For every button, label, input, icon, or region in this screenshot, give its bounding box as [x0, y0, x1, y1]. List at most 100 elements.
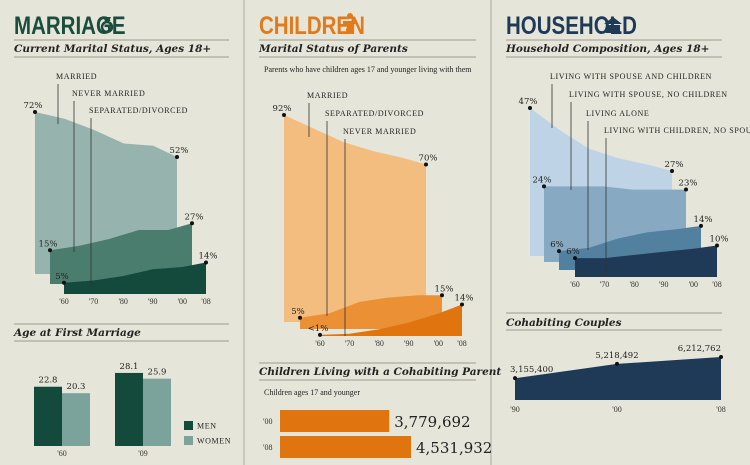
data-point — [298, 315, 302, 320]
bar — [34, 386, 62, 446]
data-point — [699, 223, 703, 228]
legend-swatch — [184, 421, 193, 430]
x-tick-label: '80 — [118, 297, 127, 306]
chart-note: Children ages 17 and younger — [264, 388, 360, 397]
chart-title: Children Living with a Cohabiting Parent — [259, 366, 501, 378]
value-label: 27% — [185, 212, 204, 222]
baby-icon — [343, 13, 357, 34]
bar — [143, 378, 171, 446]
value-label: 47% — [519, 97, 538, 107]
y-tick-label: '08 — [263, 443, 272, 452]
series-label: LIVING WITH SPOUSE AND CHILDREN — [550, 72, 712, 81]
chart-title: Household Composition, Ages 18+ — [505, 43, 709, 55]
x-tick-label: '08 — [201, 297, 210, 306]
chart-note: Parents who have children ages 17 and yo… — [264, 65, 472, 74]
data-point — [62, 280, 66, 285]
series-label: LIVING WITH CHILDREN, NO SPOUSE — [604, 126, 750, 135]
data-point — [48, 248, 52, 253]
value-label: 10% — [710, 235, 729, 245]
area-series — [50, 223, 192, 284]
value-label: 5,218,492 — [595, 351, 638, 361]
x-tick-label: '70 — [89, 297, 98, 306]
area-series — [64, 262, 206, 294]
x-tick-label: '00 — [612, 405, 621, 414]
x-tick-label: '60 — [59, 297, 68, 306]
bar — [280, 410, 390, 432]
data-point — [190, 221, 194, 226]
value-label: 3,155,400 — [510, 365, 553, 375]
x-tick-label: '70 — [600, 280, 609, 289]
data-point — [33, 110, 37, 114]
value-label: 5% — [55, 272, 69, 282]
chart-title: Current Marital Status, Ages 18+ — [14, 43, 211, 55]
data-point — [719, 355, 723, 359]
data-point — [715, 243, 719, 248]
value-label: 15% — [39, 239, 58, 249]
value-label: 14% — [199, 252, 218, 262]
data-point — [615, 361, 619, 366]
x-tick-label: '08 — [716, 405, 725, 414]
value-label: 72% — [24, 101, 43, 111]
x-tick-label: '90 — [659, 280, 668, 289]
bar-value-label: 28.1 — [120, 362, 139, 372]
area-series — [300, 295, 442, 329]
house-icon — [604, 17, 622, 33]
series-label: NEVER MARRIED — [72, 89, 145, 98]
value-label: 6,212,762 — [678, 344, 721, 354]
area-series — [284, 115, 426, 322]
series-label: MARRIED — [56, 72, 97, 81]
bar-value-label: 4,531,932 — [416, 439, 492, 457]
chart-title: Marital Status of Parents — [258, 43, 408, 55]
x-tick-label: '80 — [374, 339, 383, 348]
value-label: 14% — [694, 215, 713, 225]
x-tick-label: '00 — [689, 280, 698, 289]
series-label: SEPARATED/DIVORCED — [325, 109, 424, 118]
x-tick-label: '00 — [178, 297, 187, 306]
data-point — [440, 293, 444, 298]
value-label: 70% — [419, 154, 438, 164]
bar — [115, 372, 143, 446]
data-point — [528, 105, 532, 110]
marital-status-chart: MARRIED NEVER MARRIED SEPARATED/DIVORCED 72… — [24, 72, 218, 306]
x-tick-label: '09 — [138, 449, 147, 458]
cohabiting-couples-chart: 3,155,400 '90 5,218,492 '00 6,212,762 '08 — [510, 344, 726, 414]
legend-label: WOMEN — [197, 437, 231, 446]
value-label: 14% — [455, 294, 474, 304]
value-label: 15% — [435, 284, 454, 294]
area-series — [515, 357, 721, 400]
area-series — [320, 304, 462, 336]
data-point — [573, 256, 577, 261]
value-label: 52% — [170, 146, 189, 156]
bar — [280, 436, 411, 458]
household-composition-chart: LIVING WITH SPOUSE AND CHILDREN LIVING WI… — [519, 72, 750, 289]
marriage-title: MARRIAGE — [14, 11, 126, 39]
value-label: 92% — [273, 104, 292, 114]
value-label: 6% — [566, 247, 580, 257]
data-point — [318, 332, 322, 337]
chart-title: Age at First Marriage — [13, 327, 141, 339]
value-label: 27% — [665, 160, 684, 170]
data-point — [670, 168, 674, 173]
x-tick-label: '60 — [570, 280, 579, 289]
x-tick-label: '90 — [148, 297, 157, 306]
data-point — [175, 155, 179, 159]
x-tick-label: '60 — [57, 449, 66, 458]
data-point — [684, 187, 688, 192]
value-label: 23% — [679, 179, 698, 189]
ring-icon — [100, 17, 114, 34]
chart-title: Cohabiting Couples — [506, 317, 622, 329]
x-tick-label: '90 — [404, 339, 413, 348]
value-label: 6% — [550, 240, 564, 250]
y-tick-label: '00 — [263, 417, 272, 426]
data-point — [542, 184, 546, 189]
x-tick-label: '08 — [712, 280, 721, 289]
data-point — [460, 302, 464, 307]
data-point — [424, 162, 428, 167]
data-point — [513, 376, 517, 381]
series-label: LIVING ALONE — [586, 109, 649, 118]
bar-value-label: 3,779,692 — [394, 413, 470, 431]
data-point — [204, 260, 208, 265]
value-label: 24% — [533, 175, 552, 185]
x-tick-label: '90 — [510, 405, 519, 414]
